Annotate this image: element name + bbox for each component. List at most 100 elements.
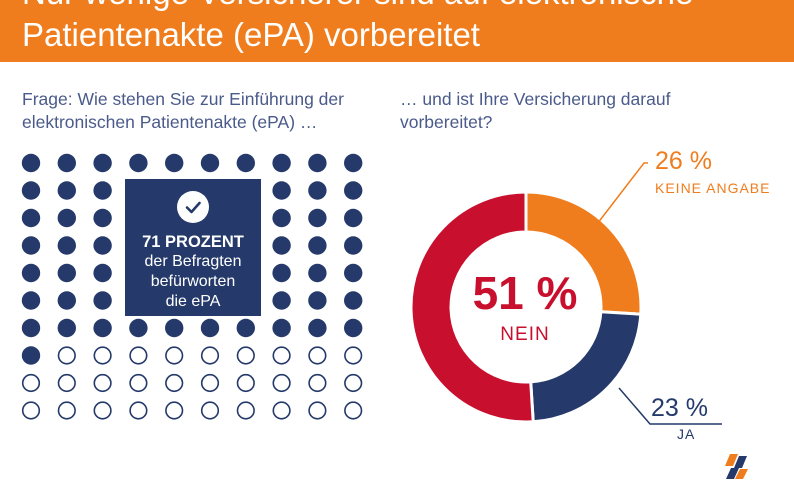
waffle-dot-filled — [93, 236, 112, 255]
waffle-dot-empty — [200, 346, 220, 365]
waffle-dot-filled — [57, 318, 76, 338]
waffle-dot-empty — [21, 373, 41, 393]
waffle-dot-filled — [272, 291, 291, 310]
waffle-dot-empty — [344, 401, 363, 420]
waffle-dot-filled — [308, 318, 327, 338]
waffle-dot-empty — [272, 401, 291, 420]
keine-angabe-label: KEINE ANGABE — [655, 180, 771, 196]
waffle-dot-filled — [344, 263, 363, 283]
waffle-dot-filled — [57, 291, 76, 310]
waffle-dot-filled — [344, 208, 363, 228]
waffle-dot-filled — [21, 153, 41, 173]
waffle-dot-filled — [308, 291, 327, 310]
waffle-dot-empty — [308, 373, 327, 393]
donut-slice-keine-angabe — [524, 190, 643, 316]
waffle-dot-filled — [344, 236, 363, 255]
waffle-dot-filled — [21, 263, 41, 283]
ja-label: JA — [677, 426, 696, 442]
waffle-dot-empty — [93, 401, 112, 420]
waffle-dot-filled — [165, 318, 184, 338]
waffle-dot-empty — [57, 401, 76, 420]
keine-angabe-value: 26 % — [655, 147, 712, 175]
waffle-dot-empty — [165, 346, 184, 365]
waffle-dot-filled — [308, 236, 327, 255]
waffle-dot-filled — [308, 263, 327, 283]
waffle-dot-filled — [21, 181, 41, 200]
waffle-dot-empty — [272, 346, 291, 365]
waffle-dot-filled — [57, 153, 76, 173]
waffle-dot-filled — [57, 263, 76, 283]
waffle-dot-filled — [200, 153, 220, 173]
waffle-dot-filled — [272, 263, 291, 283]
waffle-dot-filled — [21, 291, 41, 310]
waffle-dot-filled — [272, 181, 291, 200]
waffle-dot-empty — [236, 373, 255, 393]
waffle-dot-empty — [129, 401, 148, 420]
waffle-dot-filled — [236, 153, 255, 173]
waffle-dot-empty — [344, 373, 363, 393]
check-icon — [177, 191, 209, 223]
brand-logo — [725, 454, 748, 479]
waffle-dot-filled — [93, 318, 112, 338]
header-banner: Nur wenige Versicherer sind auf elektron… — [0, 0, 794, 62]
waffle-dot-filled — [57, 181, 76, 200]
question-right: … und ist Ihre Versicherung darauf vorbe… — [400, 89, 671, 132]
waffle-dot-empty — [165, 373, 184, 393]
waffle-dot-filled — [93, 291, 112, 310]
waffle-dot-empty — [57, 346, 76, 365]
waffle-dot-filled — [93, 153, 112, 173]
waffle-dot-filled — [93, 263, 112, 283]
waffle-dot-empty — [308, 401, 327, 420]
waffle-dot-empty — [57, 373, 76, 393]
waffle-dot-empty — [308, 346, 327, 365]
waffle-dot-filled — [344, 181, 363, 200]
waffle-dot-filled — [93, 181, 112, 200]
waffle-dot-filled — [308, 208, 327, 228]
question-left: Frage: Wie stehen Sie zur Einführung der… — [22, 89, 344, 132]
approval-line-3: die ePA — [165, 293, 221, 310]
waffle-dot-filled — [272, 318, 291, 338]
page-title: Nur wenige Versicherer sind auf elektron… — [22, 0, 693, 53]
approval-headline: 71 PROZENT — [142, 233, 244, 251]
waffle-dot-empty — [93, 373, 112, 393]
waffle-dot-empty — [93, 346, 112, 365]
waffle-dot-filled — [272, 153, 291, 173]
waffle-dot-filled — [272, 208, 291, 228]
donut-center-label: NEIN — [500, 324, 550, 345]
waffle-dot-filled — [21, 346, 41, 365]
waffle-dot-filled — [93, 208, 112, 228]
waffle-dot-filled — [272, 236, 291, 255]
waffle-dot-filled — [200, 318, 220, 338]
waffle-dot-filled — [165, 153, 184, 173]
donut-center-value: 51 % — [472, 267, 578, 319]
waffle-dot-filled — [344, 318, 363, 338]
waffle-dot-empty — [272, 373, 291, 393]
waffle-dot-empty — [165, 401, 184, 420]
waffle-dot-filled — [21, 236, 41, 255]
waffle-dot-filled — [57, 208, 76, 228]
waffle-dot-empty — [21, 401, 41, 420]
waffle-dot-empty — [129, 373, 148, 393]
waffle-dot-filled — [21, 208, 41, 228]
waffle-dot-filled — [57, 236, 76, 255]
waffle-dot-empty — [236, 401, 255, 420]
waffle-dot-empty — [236, 346, 255, 365]
waffle-dot-filled — [129, 318, 148, 338]
waffle-dot-empty — [200, 373, 220, 393]
waffle-dot-filled — [236, 318, 255, 338]
ja-value: 23 % — [651, 394, 708, 422]
approval-box: 71 PROZENT der Befragten befürworten die… — [125, 179, 261, 316]
waffle-dot-filled — [129, 153, 148, 173]
waffle-dot-empty — [344, 346, 363, 365]
waffle-dot-filled — [308, 153, 327, 173]
approval-line-1: der Befragten — [144, 253, 242, 270]
leader-line-ja — [618, 387, 722, 425]
leader-line-keine-angabe — [593, 162, 648, 229]
waffle-dot-filled — [344, 291, 363, 310]
waffle-dot-filled — [21, 318, 41, 338]
waffle-dot-filled — [308, 181, 327, 200]
approval-line-2: befürworten — [150, 273, 236, 290]
waffle-dot-empty — [200, 401, 220, 420]
